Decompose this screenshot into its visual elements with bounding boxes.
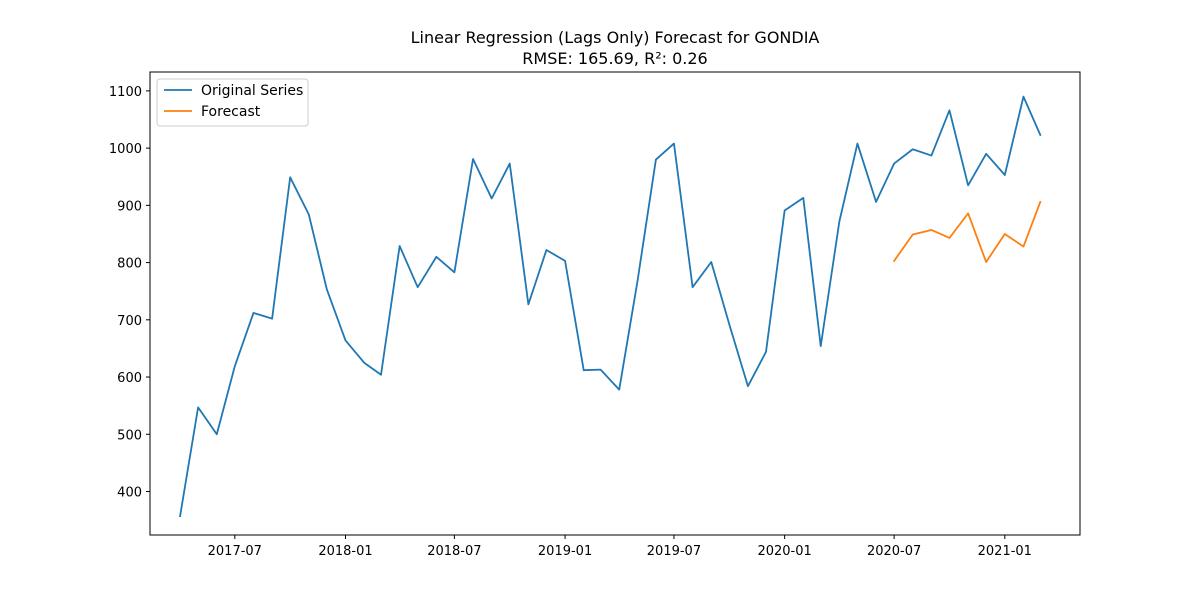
legend-label-forecast: Forecast — [201, 104, 261, 120]
legend-box — [156, 78, 309, 127]
y-tick-label: 500 — [117, 428, 142, 443]
y-tick-label: 600 — [117, 371, 142, 386]
legend: Original Series Forecast — [156, 78, 309, 127]
plot-frame — [149, 71, 1081, 536]
y-tick-label: 1000 — [109, 142, 142, 157]
y-tick-label: 700 — [117, 314, 142, 329]
x-tick-label: 2020-01 — [757, 544, 811, 559]
x-tick-label: 2021-01 — [978, 544, 1032, 559]
y-tick-label: 400 — [117, 486, 142, 501]
chart-title: Linear Regression (Lags Only) Forecast f… — [411, 28, 820, 47]
x-tick-label: 2018-07 — [427, 544, 481, 559]
x-tick-label: 2020-07 — [867, 544, 921, 559]
x-tick-label: 2019-01 — [538, 544, 592, 559]
y-tick-label: 900 — [117, 199, 142, 214]
x-tick-label: 2019-07 — [647, 544, 701, 559]
y-tick-label: 1100 — [109, 85, 142, 100]
x-tick-label: 2018-01 — [318, 544, 372, 559]
legend-label-original-series: Original Series — [201, 83, 303, 99]
chart-subtitle: RMSE: 165.69, R²: 0.26 — [522, 49, 707, 68]
series-line-forecast — [892, 200, 1042, 263]
plot-area: 400 500 600 700 800 900 1000 1100 2017-07 2018-01… — [109, 85, 1042, 559]
y-tick-label: 800 — [117, 257, 142, 272]
series-line-original-series — [179, 95, 1042, 518]
x-tick-label: 2017-07 — [208, 544, 262, 559]
